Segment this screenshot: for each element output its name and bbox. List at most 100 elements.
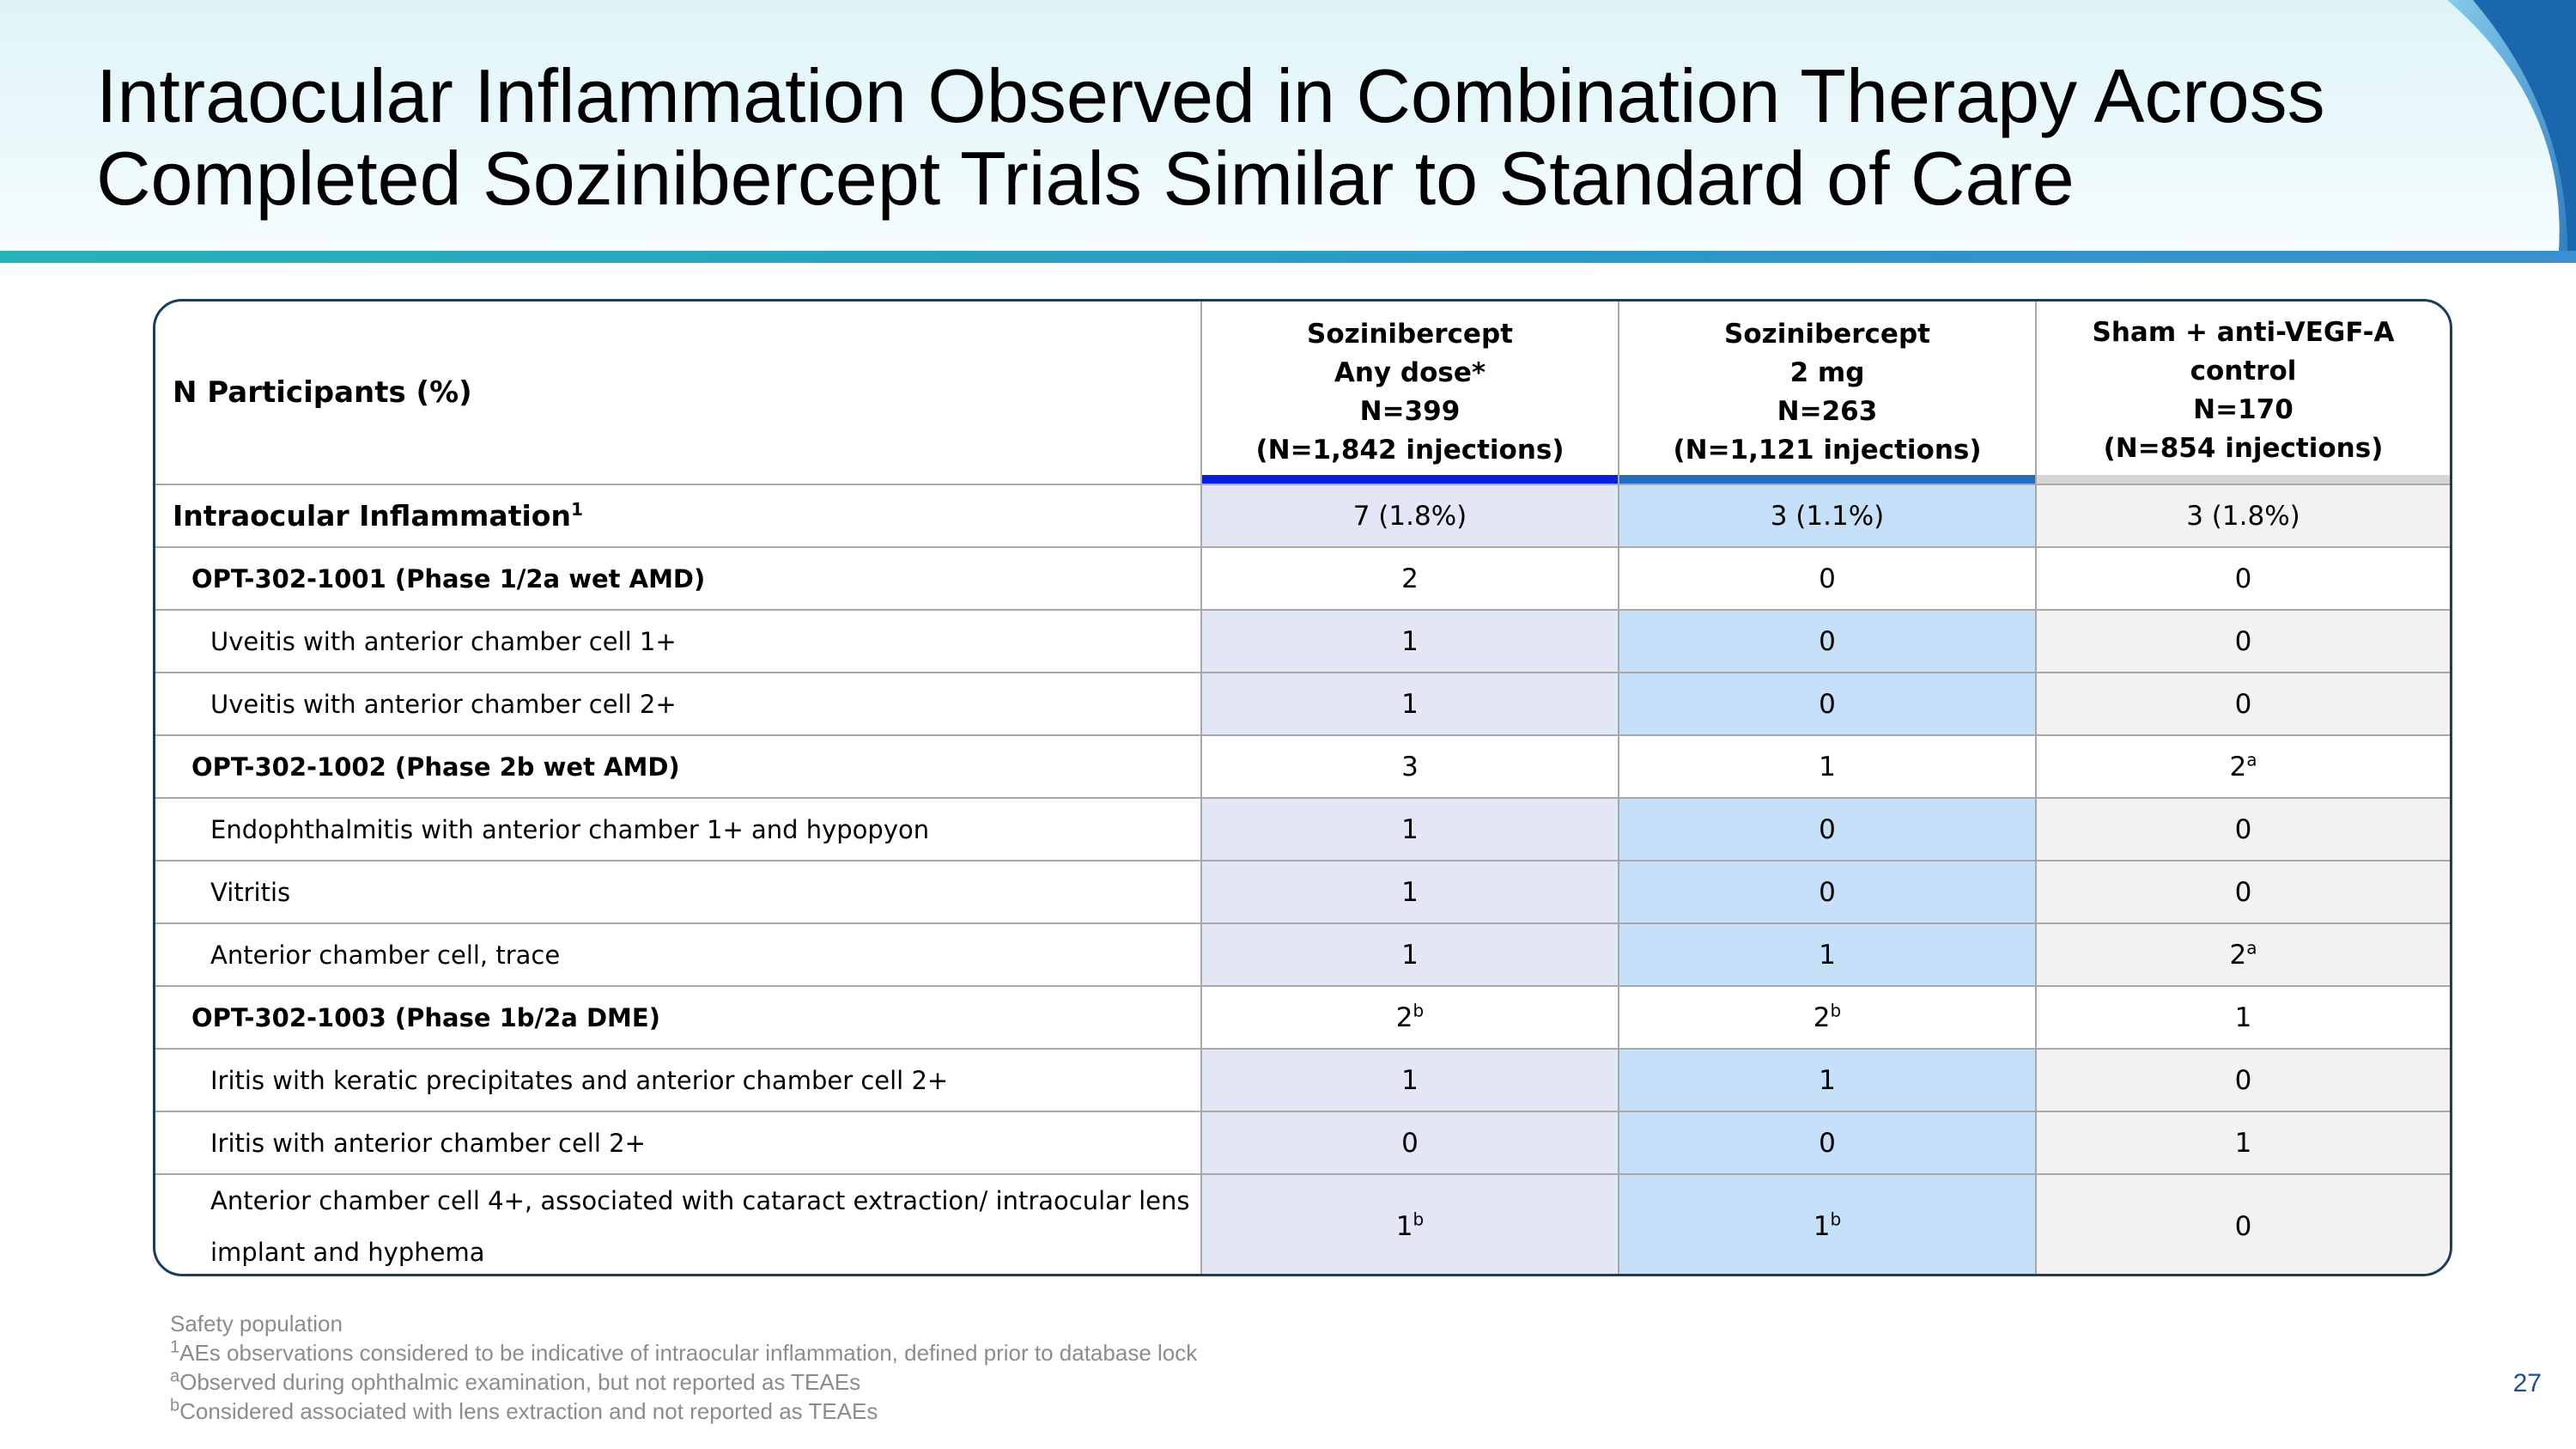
table-row: OPT-302-1001 (Phase 1/2a wet AMD) 2 0 0	[155, 547, 2450, 611]
cell-value: 1	[1200, 923, 1619, 987]
cell-value-text: 0	[2234, 563, 2252, 594]
cell-value: 3 (1.1%)	[1618, 484, 2036, 548]
cell-value-text: 1	[1401, 876, 1419, 908]
cell-value: 7 (1.8%)	[1200, 484, 1619, 548]
footnote-safety: Safety population	[170, 1311, 343, 1336]
row-label: Intraocular Inflammation1	[155, 484, 1201, 548]
cell-value-text: 0	[1819, 625, 1836, 657]
cell-value-text: 2	[1813, 1002, 1831, 1033]
cell-footnote-mark: a	[2246, 937, 2257, 959]
cell-value-text: 2	[2229, 751, 2247, 782]
cell-value: 3	[1200, 735, 1619, 799]
row-label-text: Uveitis with anterior chamber cell 2+	[210, 689, 677, 719]
cell-value-text: 0	[2234, 625, 2252, 657]
row-label-text: Intraocular Inflammation	[173, 499, 571, 533]
column-header-line: (N=1,842 injections)	[1255, 435, 1564, 466]
column-header-line: (N=1,121 injections)	[1673, 435, 1982, 466]
row-label: Iritis with anterior chamber cell 2+	[155, 1111, 1201, 1175]
row-label-text: Vitritis	[210, 877, 291, 907]
cell-value: 1	[1618, 923, 2036, 987]
slide-title-line-1: Intraocular Inflammation Observed in Com…	[96, 53, 2325, 138]
cell-value-text: 2	[2229, 939, 2247, 971]
column-header-line: N=170	[2193, 394, 2293, 425]
row-label: OPT-302-1003 (Phase 1b/2a DME)	[155, 986, 1201, 1050]
cell-value-text: 1	[1819, 939, 1836, 971]
column-header-line: N=399	[1359, 396, 1461, 427]
column-header-line: Sozinibercept	[1307, 319, 1513, 350]
header-label: N Participants (%)	[155, 301, 1201, 485]
cell-value-text: 2	[1395, 1002, 1413, 1033]
row-label: OPT-302-1001 (Phase 1/2a wet AMD)	[155, 547, 1201, 611]
cell-value: 0	[2035, 1049, 2450, 1112]
cell-value-text: 1	[1401, 1064, 1419, 1096]
cell-value-text: 3 (1.8%)	[2186, 500, 2300, 532]
table-row: Anterior chamber cell 4+, associated wit…	[155, 1174, 2450, 1274]
footnote-1: 1AEs observations considered to be indic…	[170, 1338, 1458, 1367]
column-header-line: (N=854 injections)	[2103, 433, 2384, 464]
cell-value: 1	[1200, 861, 1619, 924]
column-header-soz-any-dose: Sozinibercept Any dose* N=399 (N=1,842 i…	[1200, 301, 1619, 485]
cell-value: 0	[1618, 1111, 2036, 1175]
cell-value-text: 3	[1401, 751, 1419, 782]
cell-footnote-mark: b	[1830, 1000, 1842, 1021]
cell-value-text: 1	[1819, 1064, 1836, 1096]
table-row: Intraocular Inflammation1 7 (1.8%) 3 (1.…	[155, 484, 2450, 548]
table-row: Uveitis with anterior chamber cell 2+ 1 …	[155, 673, 2450, 736]
cell-value-text: 1	[1813, 1211, 1831, 1242]
cell-value-text: 2	[1401, 563, 1419, 594]
table-row: Uveitis with anterior chamber cell 1+ 1 …	[155, 610, 2450, 673]
page-number: 27	[2512, 1369, 2542, 1397]
row-label-text: OPT-302-1002 (Phase 2b wet AMD)	[191, 752, 680, 782]
footnote-text: AEs observations considered to be indica…	[179, 1340, 1198, 1366]
cell-value-text: 0	[1819, 688, 1836, 720]
column-header-line: Any dose*	[1334, 357, 1486, 388]
cell-value-text: 3 (1.1%)	[1770, 500, 1885, 532]
header-background	[0, 0, 2576, 251]
header-rule	[0, 251, 2576, 263]
row-label: Anterior chamber cell 4+, associated wit…	[155, 1174, 1201, 1274]
table-row: Iritis with keratic precipitates and ant…	[155, 1049, 2450, 1112]
row-label-text: Iritis with keratic precipitates and ant…	[210, 1065, 949, 1095]
cell-value: 1	[2035, 1111, 2450, 1175]
cell-value: 0	[1200, 1111, 1619, 1175]
cell-value-text: 1	[1395, 1211, 1413, 1242]
row-label: Uveitis with anterior chamber cell 2+	[155, 673, 1201, 736]
footnote-mark: a	[170, 1367, 180, 1386]
cell-value: 1	[1200, 1049, 1619, 1112]
column-header-line: 2 mg	[1789, 357, 1865, 388]
cell-value-text: 1	[2234, 1127, 2252, 1159]
cell-value-text: 0	[1819, 563, 1836, 594]
cell-value: 1	[2035, 986, 2450, 1050]
cell-value: 3 (1.8%)	[2035, 484, 2450, 548]
footnote-mark: b	[170, 1396, 180, 1416]
cell-value: 1	[1618, 1049, 2036, 1112]
slide-title: Intraocular Inflammation Observed in Com…	[96, 55, 2415, 220]
cell-value: 2b	[1618, 986, 2036, 1050]
header-decorative-curve	[2447, 0, 2576, 251]
footnote-b: bConsidered associated with lens extract…	[170, 1397, 1458, 1426]
cell-value: 0	[1618, 547, 2036, 611]
row-label-text: OPT-302-1003 (Phase 1b/2a DME)	[191, 1002, 660, 1032]
column-header-line: Sozinibercept	[1724, 319, 1930, 350]
row-label-text: Anterior chamber cell 4+, associated wit…	[210, 1186, 1190, 1267]
cell-footnote-mark: b	[1413, 1209, 1425, 1230]
cell-value: 0	[2035, 1174, 2450, 1274]
row-label-footnote-mark: 1	[570, 499, 583, 520]
cell-value-text: 1	[1819, 751, 1836, 782]
table-row: OPT-302-1002 (Phase 2b wet AMD) 3 1 2a	[155, 735, 2450, 799]
column-header-sham-control: Sham + anti-VEGF-A control N=170 (N=854 …	[2035, 301, 2450, 485]
table-header-row: N Participants (%) Sozinibercept Any dos…	[155, 301, 2450, 485]
footnotes: Safety population 1AEs observations cons…	[170, 1309, 1458, 1426]
cell-value-text: 7 (1.8%)	[1352, 500, 1467, 532]
row-label-text: Uveitis with anterior chamber cell 1+	[210, 626, 677, 656]
cell-value-text: 0	[1819, 813, 1836, 845]
table-row: OPT-302-1003 (Phase 1b/2a DME) 2b 2b 1	[155, 986, 2450, 1050]
column-header-line: Sham + anti-VEGF-A control	[2092, 317, 2395, 387]
row-label: Uveitis with anterior chamber cell 1+	[155, 610, 1201, 673]
cell-value: 0	[2035, 547, 2450, 611]
cell-value: 1	[1200, 610, 1619, 673]
row-label: Vitritis	[155, 861, 1201, 924]
cell-value: 1b	[1618, 1174, 2036, 1274]
footnote-text: Considered associated with lens extracti…	[179, 1398, 878, 1424]
cell-value: 1	[1200, 798, 1619, 861]
